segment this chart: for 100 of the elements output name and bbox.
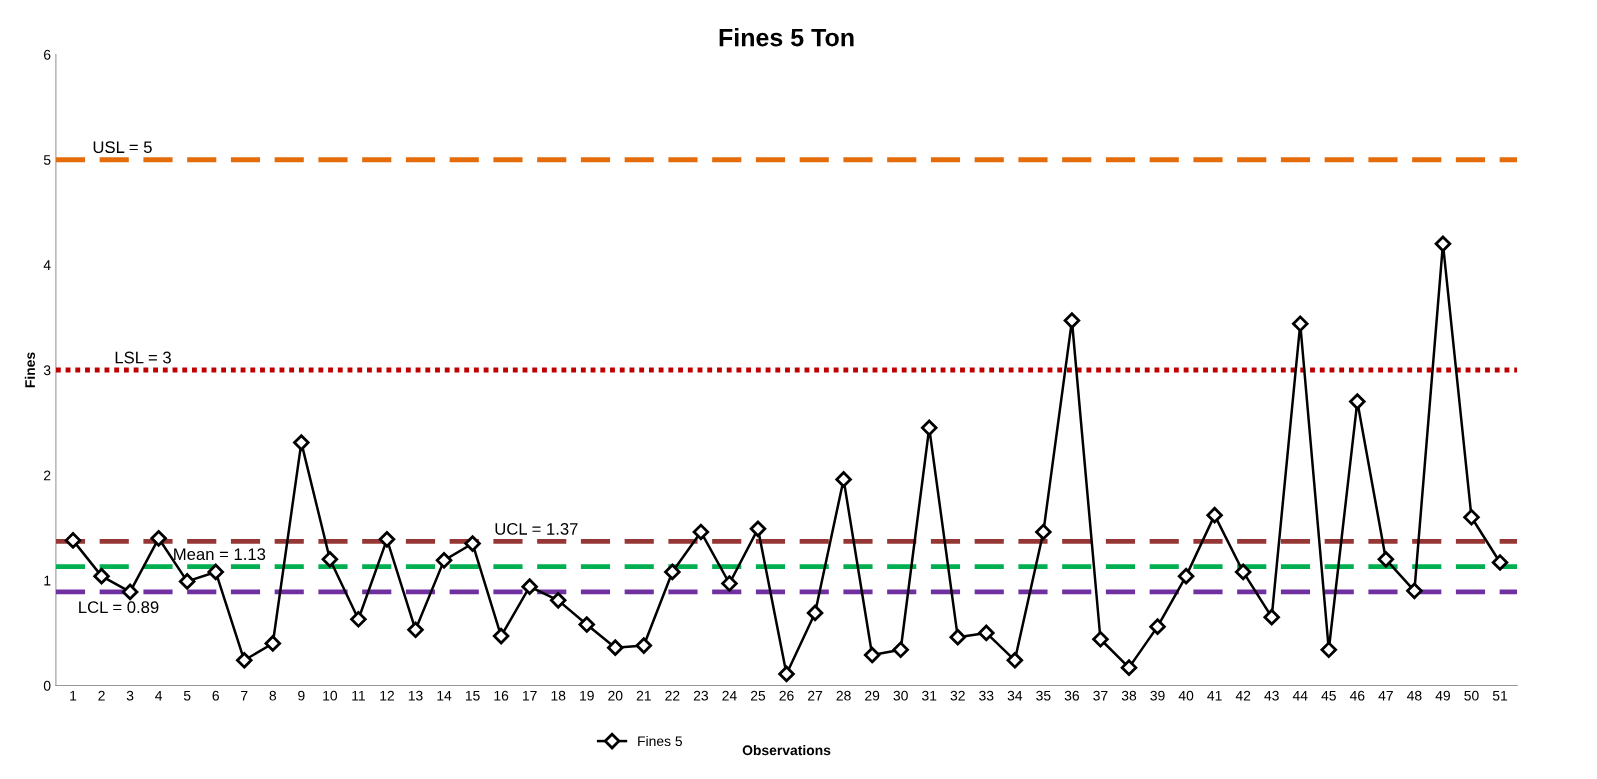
y-tick-label: 5 xyxy=(43,155,51,165)
point xyxy=(806,604,824,622)
point xyxy=(835,471,852,488)
x-tick-label: 15 xyxy=(465,690,480,701)
x-tick-label: 18 xyxy=(551,690,566,701)
point xyxy=(1234,563,1252,581)
point xyxy=(464,535,481,552)
legend-label: Fines 5 xyxy=(638,735,683,747)
x-tick-label: 29 xyxy=(865,690,880,701)
point xyxy=(236,652,253,669)
point xyxy=(863,646,881,664)
x-tick-label: 26 xyxy=(779,690,794,701)
point xyxy=(920,419,938,437)
point xyxy=(207,563,224,581)
x-tick-label: 47 xyxy=(1378,690,1393,701)
x-tick-label: 25 xyxy=(750,690,766,701)
x-tick-label: 50 xyxy=(1464,690,1479,701)
y-tick-label: 1 xyxy=(44,575,51,586)
point xyxy=(949,628,967,646)
y-tick-label: 6 xyxy=(44,49,51,60)
y-axis-title: Fines xyxy=(24,352,36,388)
x-tick-label: 1 xyxy=(70,690,77,701)
point xyxy=(749,520,767,538)
point xyxy=(64,532,82,549)
point xyxy=(293,434,310,451)
x-tick-label: 5 xyxy=(183,690,191,701)
x-tick-label: 3 xyxy=(126,690,134,701)
x-tick-label: 7 xyxy=(241,690,248,701)
y-tick-label: 3 xyxy=(43,365,51,376)
point xyxy=(350,611,367,628)
ref-line-label: LCL = 0.89 xyxy=(79,601,159,614)
x-tick-label: 41 xyxy=(1207,690,1222,701)
point xyxy=(321,551,339,568)
x-tick-label: 11 xyxy=(352,690,365,701)
point xyxy=(1434,235,1452,253)
point xyxy=(1206,506,1223,524)
x-tick-label: 2 xyxy=(98,690,105,701)
x-axis-title: Observations xyxy=(742,744,831,756)
x-tick-label: 51 xyxy=(1492,690,1508,701)
x-tick-label: 24 xyxy=(722,690,737,701)
x-tick-label: 48 xyxy=(1407,690,1422,701)
point xyxy=(1320,641,1338,659)
point xyxy=(692,523,710,541)
point xyxy=(778,665,795,683)
x-tick-label: 32 xyxy=(950,690,965,701)
point xyxy=(1092,630,1109,648)
x-tick-label: 45 xyxy=(1321,690,1336,701)
x-tick-label: 19 xyxy=(580,690,594,701)
x-tick-label: 9 xyxy=(298,690,305,701)
point xyxy=(178,573,196,590)
y-tick-label: 4 xyxy=(43,260,51,270)
point xyxy=(1349,393,1366,410)
x-tick-label: 16 xyxy=(494,690,509,701)
x-tick-label: 10 xyxy=(323,690,338,701)
point xyxy=(407,621,424,639)
x-tick-label: 33 xyxy=(979,690,994,701)
point xyxy=(378,531,396,548)
x-tick-label: 34 xyxy=(1007,690,1023,701)
x-tick-label: 38 xyxy=(1121,690,1137,701)
x-tick-label: 23 xyxy=(693,690,709,701)
ref-line-label: USL = 5 xyxy=(93,141,152,154)
chart-title: Fines 5 Ton xyxy=(719,28,854,47)
point xyxy=(1035,523,1052,541)
x-tick-label: 27 xyxy=(808,690,823,701)
point xyxy=(1006,652,1024,669)
x-tick-label: 37 xyxy=(1093,690,1108,701)
x-tick-label: 12 xyxy=(380,690,394,701)
ref-line-label: LSL = 3 xyxy=(115,351,171,364)
y-tick-label: 2 xyxy=(44,470,51,481)
point xyxy=(521,578,538,595)
y-tick-label: 0 xyxy=(43,680,51,691)
point xyxy=(492,627,510,645)
point xyxy=(1263,608,1280,626)
point xyxy=(978,624,995,642)
x-tick-label: 39 xyxy=(1150,690,1165,701)
ref-line-label: UCL = 1.37 xyxy=(495,523,578,535)
point xyxy=(635,637,653,654)
point xyxy=(549,592,567,609)
x-tick-label: 49 xyxy=(1435,690,1451,701)
x-tick-label: 21 xyxy=(636,690,651,701)
x-tick-label: 46 xyxy=(1349,690,1365,701)
x-tick-label: 13 xyxy=(408,690,423,701)
x-tick-label: 31 xyxy=(922,690,937,701)
point xyxy=(607,639,624,656)
x-tick-label: 36 xyxy=(1064,690,1080,701)
point xyxy=(721,575,738,592)
point xyxy=(1406,582,1423,600)
ref-line-label: Mean = 1.13 xyxy=(174,548,266,561)
x-tick-label: 4 xyxy=(155,690,163,701)
point xyxy=(121,583,139,601)
point xyxy=(93,567,110,585)
point xyxy=(1377,551,1395,568)
point xyxy=(1120,659,1138,676)
x-tick-label: 22 xyxy=(665,690,680,701)
x-tick-label: 44 xyxy=(1292,690,1308,701)
point xyxy=(1177,567,1195,585)
x-tick-label: 43 xyxy=(1264,690,1279,701)
x-tick-label: 40 xyxy=(1178,690,1194,701)
point xyxy=(1291,315,1309,333)
x-tick-label: 28 xyxy=(836,690,851,701)
